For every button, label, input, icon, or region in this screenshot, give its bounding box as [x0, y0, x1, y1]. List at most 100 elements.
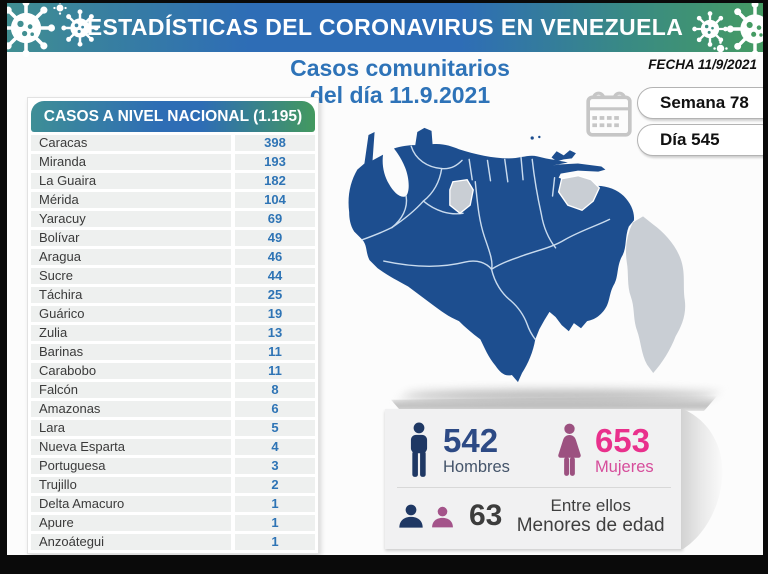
state-name: Trujillo — [31, 477, 231, 493]
state-name: Carabobo — [31, 363, 231, 379]
state-name: Portuguesa — [31, 458, 231, 474]
state-cases: 46 — [235, 249, 315, 265]
table-row: Delta Amacuro 1 — [31, 496, 315, 512]
state-cases: 182 — [235, 173, 315, 189]
state-borders — [361, 145, 611, 341]
state-name: Lara — [31, 420, 231, 436]
state-name: Apure — [31, 515, 231, 531]
state-cases: 1 — [235, 496, 315, 512]
girl-bust-icon — [432, 506, 453, 528]
subtitle-line2: del día 11.9.2021 — [309, 82, 491, 108]
infographic-stage: ESTADÍSTICAS DEL CORONAVIRUS EN VENEZUEL… — [7, 3, 763, 555]
state-name: Caracas — [31, 135, 231, 151]
state-name: Aragua — [31, 249, 231, 265]
table-row: Bolívar 49 — [31, 230, 315, 246]
table-row: Caracas 398 — [31, 135, 315, 151]
state-cojedes — [449, 179, 474, 215]
table-row: Apure 1 — [31, 515, 315, 531]
state-name: Barinas — [31, 344, 231, 360]
state-cases: 49 — [235, 230, 315, 246]
state-cases: 25 — [235, 287, 315, 303]
badge-day: Día 545 — [637, 124, 763, 156]
calendar-icon — [586, 91, 632, 137]
virus-icon — [726, 3, 763, 58]
state-cases: 19 — [235, 306, 315, 322]
minors-icons — [397, 504, 455, 528]
table-row: Sucre 44 — [31, 268, 315, 284]
state-cases: 13 — [235, 325, 315, 341]
table-row: Portuguesa 3 — [31, 458, 315, 474]
state-name: Táchira — [31, 287, 231, 303]
esequibo-territory — [626, 216, 686, 373]
table-row: Yaracuy 69 — [31, 211, 315, 227]
state-cases: 1 — [235, 534, 315, 550]
table-row: Aragua 46 — [31, 249, 315, 265]
table-row: Guárico 19 — [31, 306, 315, 322]
table-row: Lara 5 — [31, 420, 315, 436]
boy-bust-icon — [399, 504, 423, 528]
state-name: Anzoátegui — [31, 534, 231, 550]
virus-icon — [7, 3, 56, 58]
table-title: CASOS A NIVEL NACIONAL (1.195) — [31, 101, 315, 132]
minors-row: 63 Entre ellos Menores de edad — [385, 488, 683, 536]
state-cases: 193 — [235, 154, 315, 170]
table-row: Trujillo 2 — [31, 477, 315, 493]
state-name: Amazonas — [31, 401, 231, 417]
header-banner: ESTADÍSTICAS DEL CORONAVIRUS EN VENEZUEL… — [7, 3, 763, 58]
minors-count: 63 — [469, 499, 503, 532]
table-row: Barinas 11 — [31, 344, 315, 360]
minors-label-line2: Menores de edad — [516, 515, 665, 536]
state-cases: 6 — [235, 401, 315, 417]
men-stat: 542 Hombres — [405, 421, 510, 479]
state-cases: 2 — [235, 477, 315, 493]
minors-label: Entre ellos Menores de edad — [512, 496, 669, 536]
venezuela-map — [348, 127, 686, 383]
state-cases: 4 — [235, 439, 315, 455]
virus-icon — [692, 11, 728, 47]
small-island — [538, 135, 541, 139]
state-cases: 11 — [235, 363, 315, 379]
table-row: La Guaira 182 — [31, 173, 315, 189]
table-row: Mérida 104 — [31, 192, 315, 208]
los-roques-island — [530, 136, 534, 140]
women-stat: 653 Mujeres — [554, 421, 654, 479]
state-monagas — [557, 174, 601, 211]
minors-label-line1: Entre ellos — [550, 496, 631, 515]
date-label: FECHA 11/9/2021 — [648, 57, 757, 72]
state-cases: 1 — [235, 515, 315, 531]
women-label: Mujeres — [594, 458, 654, 476]
state-cases: 5 — [235, 420, 315, 436]
state-name: Delta Amacuro — [31, 496, 231, 512]
state-cases: 3 — [235, 458, 315, 474]
state-name: Miranda — [31, 154, 231, 170]
table-row: Nueva Esparta 4 — [31, 439, 315, 455]
virus-icon — [713, 41, 728, 56]
state-name: Sucre — [31, 268, 231, 284]
page-title: ESTADÍSTICAS DEL CORONAVIRUS EN VENEZUEL… — [86, 14, 684, 40]
man-icon — [410, 422, 428, 477]
state-name: Guárico — [31, 306, 231, 322]
lake-maracaibo — [382, 145, 409, 197]
state-name: Falcón — [31, 382, 231, 398]
table-row: Carabobo 11 — [31, 363, 315, 379]
state-cases: 44 — [235, 268, 315, 284]
state-cases: 8 — [235, 382, 315, 398]
state-name: Yaracuy — [31, 211, 231, 227]
women-count: 653 — [594, 422, 650, 459]
table-row: Falcón 8 — [31, 382, 315, 398]
cases-table: CASOS A NIVEL NACIONAL (1.195) Caracas 39… — [27, 97, 319, 554]
badge-week: Semana 78 — [637, 87, 763, 119]
state-name: Nueva Esparta — [31, 439, 231, 455]
gender-row: 542 Hombres 653 — [385, 409, 683, 485]
state-cases: 398 — [235, 135, 315, 151]
page-curl — [681, 409, 723, 549]
state-cases: 69 — [235, 211, 315, 227]
margarita-island — [551, 150, 576, 162]
table-row: Amazonas 6 — [31, 401, 315, 417]
table-row: Táchira 25 — [31, 287, 315, 303]
panel-top-shadow — [391, 396, 717, 411]
men-label: Hombres — [443, 458, 510, 476]
state-name: La Guaira — [31, 173, 231, 189]
virus-icon — [61, 9, 99, 47]
